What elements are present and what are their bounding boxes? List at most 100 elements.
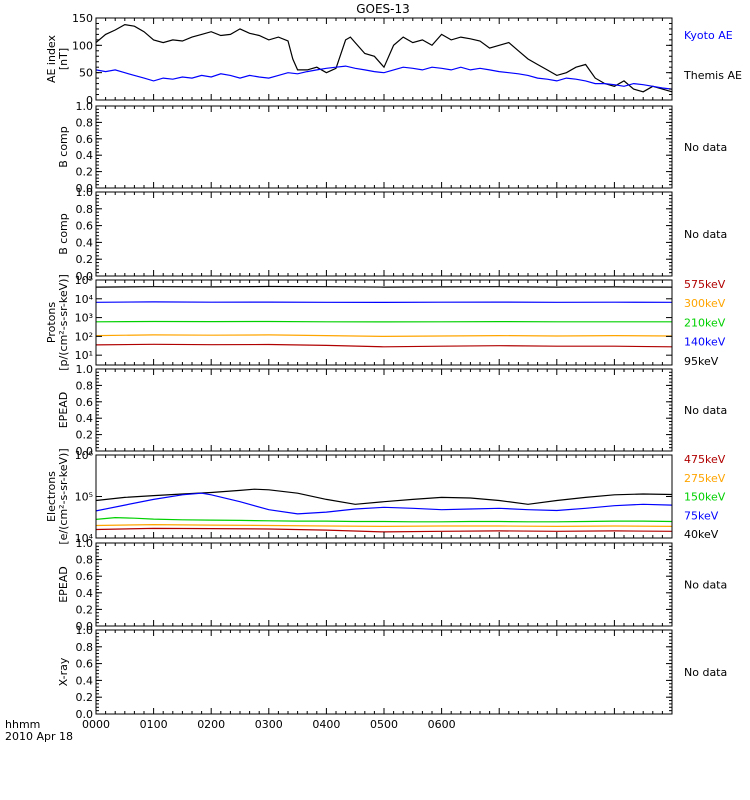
- ylabel-xray: X-ray: [57, 657, 70, 686]
- ylabel-protons: [p/(cm²-s-sr-keV)]: [57, 274, 70, 371]
- panel-frame-epead2: [95, 542, 673, 627]
- right-label-epead1: No data: [684, 404, 727, 417]
- ytick-label: 0.2: [76, 603, 94, 616]
- right-label-bcomp1: No data: [684, 141, 727, 154]
- ytick-label: 10³: [75, 312, 93, 325]
- xtick-label: 0600: [428, 718, 456, 731]
- xtick-label: 0000: [82, 718, 110, 731]
- panel-frame-epead1: [95, 368, 673, 452]
- ytick-label: 0: [86, 94, 93, 107]
- footer-hhmm: hhmm: [5, 718, 40, 731]
- panels-group: 0 50 100 150 AE index [nT] Kyoto AE Themis AE 0.…: [45, 12, 742, 721]
- right-label-protons: 300keV: [684, 297, 726, 310]
- ytick-label: 0.6: [76, 396, 94, 409]
- panel-frame-ae: [95, 17, 673, 101]
- series-protons-4: [95, 343, 673, 348]
- ylabel-epead1: EPEAD: [57, 392, 70, 429]
- ytick-label: 100: [72, 39, 93, 52]
- right-label-xray: No data: [684, 666, 727, 679]
- series-ae-0: [95, 23, 673, 93]
- ytick-label: 0.6: [76, 658, 94, 671]
- right-label-protons: 210keV: [684, 316, 726, 329]
- panel-electrons: 10⁴ 10⁵ 10⁶ Electrons [e/(cm²-s-sr-keV)] 475k…: [45, 448, 726, 545]
- series-electrons-3: [95, 523, 673, 528]
- ytick-label: 10⁴: [75, 293, 94, 306]
- series-protons-0: [95, 285, 673, 288]
- xtick-label: 0400: [312, 718, 340, 731]
- xtick-label: 0500: [370, 718, 398, 731]
- right-label-electrons: 150keV: [684, 491, 726, 504]
- ytick-label: 0.4: [76, 236, 94, 249]
- ytick-label: 0.4: [76, 412, 94, 425]
- right-label-electrons: 40keV: [684, 528, 719, 541]
- ytick-label: 0.4: [76, 149, 94, 162]
- ytick-label: 1.0: [76, 186, 94, 199]
- right-label-ae: Themis AE: [683, 69, 742, 82]
- right-label-electrons: 275keV: [684, 472, 726, 485]
- ytick-label: 0.8: [76, 641, 94, 654]
- ytick-label: 10¹: [75, 349, 93, 362]
- ytick-label: 0.2: [76, 166, 94, 179]
- ytick-label: 1.0: [76, 624, 94, 637]
- panel-ae: 0 50 100 150 AE index [nT] Kyoto AE Themis AE: [45, 12, 742, 107]
- panel-epead1: 0.0 0.2 0.4 0.6 0.8 1.0 EPEAD No data: [57, 363, 727, 458]
- ytick-label: 0.0: [76, 708, 94, 721]
- panel-frame-bcomp2: [95, 191, 673, 277]
- ytick-label: 0.0: [76, 445, 94, 458]
- ytick-label: 0.4: [76, 674, 94, 687]
- ytick-label: 10⁶: [75, 449, 94, 462]
- xtick-label: 0100: [140, 718, 168, 731]
- panel-frame-electrons: [95, 454, 673, 539]
- ylabel-protons: Protons: [45, 302, 58, 343]
- ytick-label: 150: [72, 12, 93, 25]
- panel-frame-bcomp1: [95, 105, 673, 189]
- ylabel-epead2: EPEAD: [57, 566, 70, 603]
- right-label-protons: 95keV: [684, 355, 719, 368]
- ylabel-bcomp1: B comp: [57, 126, 70, 168]
- ylabel-ae: AE index: [45, 34, 58, 83]
- ytick-label: 10⁴: [75, 532, 94, 545]
- panel-frame-xray: [95, 629, 673, 715]
- ytick-label: 0.8: [76, 203, 94, 216]
- footer-date: 2010 Apr 18: [5, 730, 73, 743]
- ytick-label: 1.0: [76, 537, 94, 550]
- panel-bcomp2: 0.0 0.2 0.4 0.6 0.8 1.0 B comp No data: [57, 186, 727, 283]
- right-label-electrons: 75keV: [684, 509, 719, 522]
- ytick-label: 0.8: [76, 554, 94, 567]
- ylabel-ae: [nT]: [57, 48, 70, 70]
- ytick-label: 50: [79, 67, 93, 80]
- ytick-label: 10⁵: [75, 491, 93, 504]
- ytick-label: 0.6: [76, 133, 94, 146]
- ytick-label: 0.6: [76, 220, 94, 233]
- right-label-electrons: 475keV: [684, 453, 726, 466]
- ylabel-bcomp2: B comp: [57, 213, 70, 255]
- xtick-label: 0200: [197, 718, 225, 731]
- right-label-protons: 575keV: [684, 278, 726, 291]
- ytick-label: 0.2: [76, 253, 94, 266]
- time-axis: 0000 0100 0200 0300 0400 0500 0600: [82, 718, 456, 731]
- series-electrons-0: [95, 488, 673, 505]
- ytick-label: 1.0: [76, 100, 94, 113]
- panel-bcomp1: 0.0 0.2 0.4 0.6 0.8 1.0 B comp No data: [57, 100, 727, 195]
- ytick-label: 0.8: [76, 116, 94, 129]
- ytick-label: 1.0: [76, 363, 94, 376]
- right-label-protons: 140keV: [684, 336, 726, 349]
- series-electrons-1: [95, 492, 673, 515]
- ytick-label: 0.2: [76, 429, 94, 442]
- ylabel-electrons: Electrons: [45, 471, 58, 522]
- ytick-label: 0.6: [76, 570, 94, 583]
- series-electrons-2: [95, 516, 673, 523]
- panel-protons: 10¹ 10² 10³ 10⁴ 10⁵ Protons [p/(cm²-s-sr-keV)]…: [45, 274, 726, 371]
- series-ae-1: [95, 65, 673, 90]
- right-label-epead2: No data: [684, 579, 727, 592]
- ytick-label: 10²: [75, 330, 93, 343]
- panel-epead2: 0.0 0.2 0.4 0.6 0.8 1.0 EPEAD No data: [57, 537, 727, 633]
- ylabel-electrons: [e/(cm²-s-sr-keV)]: [57, 448, 70, 544]
- ytick-label: 10⁵: [75, 274, 93, 287]
- series-protons-3: [95, 334, 673, 338]
- panel-xray: 0.0 0.2 0.4 0.6 0.8 1.0 X-ray No data: [57, 624, 727, 721]
- panel-frame-protons: [95, 279, 673, 366]
- ytick-label: 0.0: [76, 270, 94, 283]
- right-label-bcomp2: No data: [684, 228, 727, 241]
